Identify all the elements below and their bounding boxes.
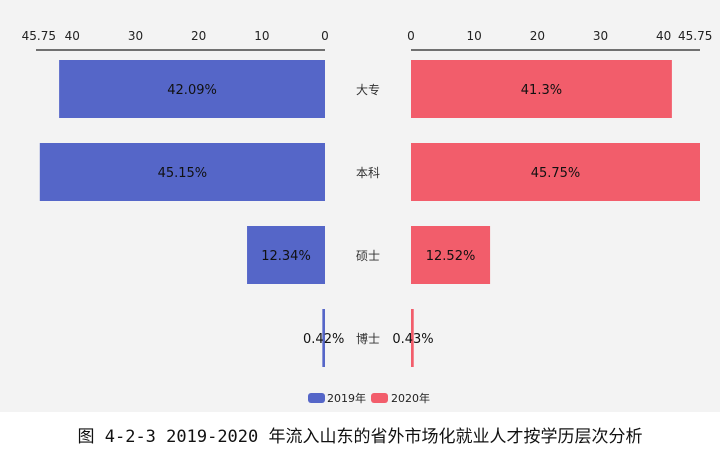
bar-2020: [411, 226, 491, 284]
left-tick-label: 45.75: [22, 29, 56, 43]
legend-label-2019: 2019年: [327, 391, 366, 405]
bar-2020: [411, 309, 414, 367]
right-tick-label: 10: [467, 29, 482, 43]
figure-caption: 图 4-2-3 2019-2020 年流入山东的省外市场化就业人才按学历层次分析: [77, 427, 643, 447]
legend-label-2020: 2020年: [391, 391, 430, 405]
category-label: 博士: [356, 331, 380, 346]
category-label: 硕士: [356, 249, 380, 263]
right-tick-label: 20: [530, 29, 545, 43]
data-label-2020: 0.43%: [392, 332, 433, 347]
bar-2019: [322, 309, 325, 367]
data-label-2019: 42.09%: [167, 83, 217, 98]
bar-2019: [39, 143, 326, 201]
left-tick-label: 30: [128, 29, 143, 43]
left-tick-label: 20: [191, 29, 206, 43]
category-label: 大专: [356, 82, 380, 97]
data-label-2019: 12.34%: [261, 249, 311, 264]
bar-2019: [247, 226, 325, 284]
bar-2020: [411, 60, 672, 118]
data-label-2019: 45.15%: [158, 166, 208, 181]
data-label-2020: 41.3%: [521, 83, 562, 98]
category-label: 本科: [356, 166, 380, 180]
data-label-2020: 12.52%: [426, 249, 476, 264]
butterfly-chart: 45.75 45.75 40 40 30 30 20 20 10 10 0 0 42.09% 41.3% 大…: [22, 29, 713, 405]
right-tick-label: 30: [593, 29, 608, 43]
bar-2020: [411, 143, 700, 201]
legend-swatch-2019: [308, 393, 325, 403]
right-tick-label: 45.75: [678, 29, 712, 43]
chart-area: 45.75 45.75 40 40 30 30 20 20 10 10 0 0 42.09% 41.3% 大…: [0, 0, 720, 412]
right-tick-label: 0: [407, 29, 415, 43]
data-label-2019: 0.42%: [303, 332, 344, 347]
bar-2019: [59, 60, 326, 118]
legend-swatch-2020: [371, 393, 388, 403]
left-tick-label: 10: [254, 29, 269, 43]
right-tick-label: 40: [656, 29, 671, 43]
left-tick-label: 40: [65, 29, 80, 43]
left-tick-label: 0: [321, 29, 329, 43]
data-label-2020: 45.75%: [531, 166, 581, 181]
